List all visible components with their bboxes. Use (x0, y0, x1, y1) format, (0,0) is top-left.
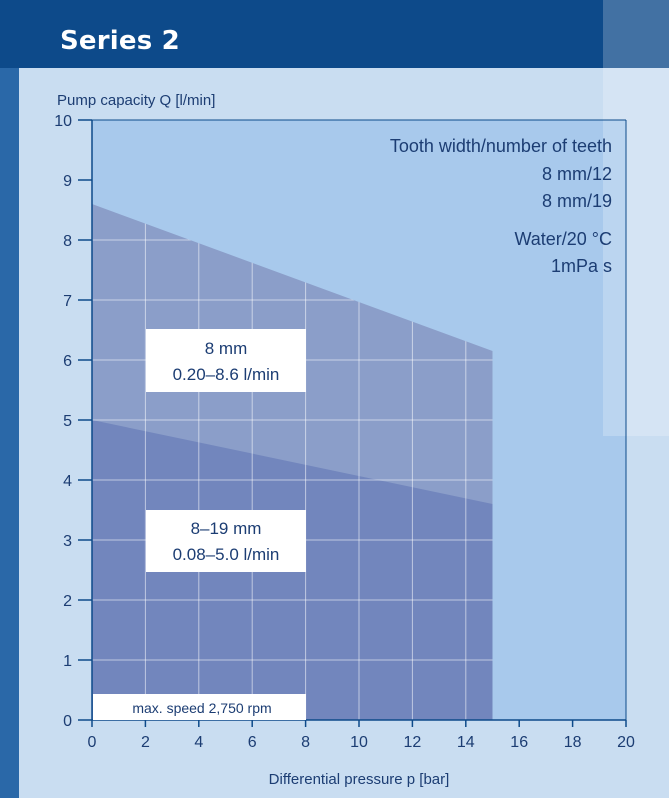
legend-entry-8mm-12: 8 mm/12 (542, 164, 612, 184)
x-tick-label: 8 (301, 734, 310, 751)
legend-heading: Tooth width/number of teeth (390, 136, 612, 156)
legend-entry-8mm-19: 8 mm/19 (542, 191, 612, 211)
y-tick-label: 3 (63, 533, 72, 550)
y-tick-label: 4 (63, 473, 72, 490)
max-speed-label: max. speed 2,750 rpm (132, 700, 271, 716)
y-tick-label: 9 (63, 173, 72, 190)
annotation-box-8-19mm (146, 510, 306, 572)
x-axis-label: Differential pressure p [bar] (269, 771, 450, 788)
y-tick-label: 7 (63, 293, 72, 310)
annotation-8mm-title: 8 mm (205, 339, 248, 358)
x-tick-label: 14 (457, 734, 475, 751)
annotation-8-19mm-title: 8–19 mm (191, 519, 262, 538)
max-speed-box (93, 694, 306, 720)
x-tick-label: 2 (141, 734, 150, 751)
x-tick-label: 10 (350, 734, 368, 751)
x-tick-label: 0 (88, 734, 97, 751)
x-tick-label: 6 (248, 734, 257, 751)
y-tick-label: 0 (63, 713, 72, 730)
y-tick-label: 10 (54, 113, 72, 130)
y-tick-label: 1 (63, 653, 72, 670)
page-title: Series 2 (60, 26, 180, 56)
header-bar: Series 2 (0, 0, 669, 68)
annotation-8-19mm-range: 0.08–5.0 l/min (173, 545, 280, 564)
y-tick-label: 8 (63, 233, 72, 250)
y-tick-label: 2 (63, 593, 72, 610)
axis-ticks (78, 119, 627, 727)
y-tick-label: 5 (63, 413, 72, 430)
x-tick-label: 20 (617, 734, 635, 751)
x-tick-label: 4 (194, 734, 203, 751)
legend-medium: Water/20 °C (514, 229, 612, 249)
y-tick-label: 6 (63, 353, 72, 370)
annotation-8mm-range: 0.20–8.6 l/min (173, 365, 280, 384)
watermark-band (603, 0, 669, 436)
legend-viscosity: 1mPa s (551, 256, 612, 276)
y-axis-label: Pump capacity Q [l/min] (57, 92, 215, 109)
x-tick-label: 16 (510, 734, 528, 751)
annotation-box-8mm (146, 329, 306, 392)
x-tick-label: 18 (564, 734, 582, 751)
x-tick-label: 12 (404, 734, 422, 751)
